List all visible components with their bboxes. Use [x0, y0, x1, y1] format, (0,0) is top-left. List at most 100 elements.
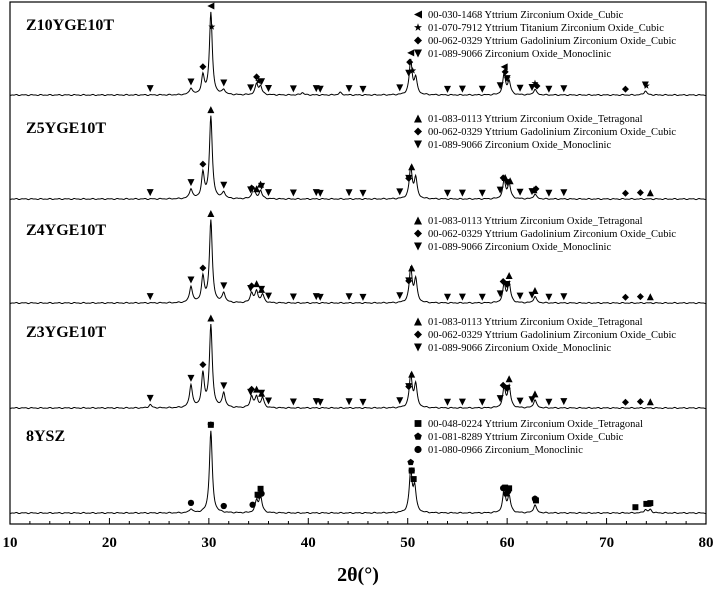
peak-marker-triangle-down [187, 78, 195, 86]
peak-marker-triangle-down [345, 189, 353, 197]
peak-marker-triangle-down [289, 189, 297, 197]
peak-marker-star [409, 66, 417, 74]
peak-marker-diamond [621, 398, 629, 406]
legend-marker-triangle-up [414, 216, 422, 225]
peak-marker-triangle-down [503, 384, 511, 392]
panel-label: Z5YGE10T [26, 120, 106, 137]
peak-marker-triangle-down [220, 79, 228, 87]
peak-marker-diamond [501, 68, 509, 76]
xrd-pattern-line [9, 323, 707, 410]
panel-4: 8YSZ 00-048-0224 Yttrium Zirconium Oxide_… [9, 419, 707, 515]
peak-marker-circle [408, 467, 415, 474]
peak-marker-triangle-down [187, 276, 195, 284]
panel-1: Z5YGE10T 01-083-0113 Yttrium Zirconium Ox… [9, 106, 707, 201]
peak-marker-star [531, 79, 539, 87]
legend-marker-diamond [414, 36, 422, 45]
legend-entry: 01-080-0966 Zirconium_Monoclinic [428, 445, 583, 456]
peak-marker-triangle-down [516, 84, 524, 92]
legend-marker-triangle-down [414, 242, 422, 251]
peak-marker-triangle-down [405, 174, 413, 182]
peak-marker-triangle-down [478, 85, 486, 93]
legend-entry: 00-062-0329 Yttrium Gadolinium Zirconium… [428, 229, 676, 240]
panel-label: Z3YGE10T [26, 324, 106, 341]
peak-marker-triangle-down [265, 292, 273, 300]
peak-marker-triangle-down [359, 189, 367, 197]
peak-marker-triangle-down [146, 293, 154, 301]
legend-marker-star [414, 23, 422, 31]
peak-marker-triangle-down [458, 85, 466, 93]
peak-marker-triangle-down [247, 285, 255, 293]
peak-marker-triangle-down [560, 398, 568, 406]
legend-marker-triangle-down [414, 49, 422, 58]
x-tick-label: 50 [400, 535, 415, 551]
legend-entry: 01-081-8289 Yttrium Zirconium Oxide_Cubi… [428, 432, 624, 443]
peak-marker-triangle-down [396, 292, 404, 300]
peak-marker-triangle-up [646, 398, 654, 406]
peak-marker-triangle-down [396, 188, 404, 196]
peak-marker-triangle-down [220, 181, 228, 189]
legend-entry: 01-089-9066 Zirconium Oxide_Monoclinic [428, 140, 611, 151]
peak-marker-triangle-up [408, 163, 416, 171]
legend-entry: 00-048-0224 Yttrium Zirconium Oxide_Tetr… [428, 419, 643, 430]
peak-marker-diamond [199, 160, 207, 168]
peak-marker-triangle-down [478, 189, 486, 197]
peak-marker-triangle-down [146, 394, 154, 402]
peak-marker-triangle-down [316, 293, 324, 301]
panel-0: Z10YGE10T 00-030-1468 Yttrium Zirconium O… [9, 2, 707, 97]
panel-2: Z4YGE10T 01-083-0113 Yttrium Zirconium Ox… [9, 210, 707, 305]
peak-marker-triangle-down [443, 189, 451, 197]
peak-marker-triangle-down [545, 85, 553, 93]
legend-marker-triangle-up [414, 317, 422, 326]
peak-marker-triangle-down [443, 85, 451, 93]
peak-marker-pentagon [407, 458, 415, 466]
peak-marker-triangle-down [247, 186, 255, 194]
peak-marker-triangle-up [207, 106, 215, 114]
peak-marker-triangle-down [478, 398, 486, 406]
plot-frame [9, 1, 707, 525]
legend-marker-diamond [414, 229, 422, 238]
legend-marker-pentagon [414, 432, 422, 440]
peak-marker-diamond [199, 63, 207, 71]
peak-marker-triangle-down [641, 81, 649, 89]
legend-entry: 00-062-0329 Yttrium Gadolinium Zirconium… [428, 330, 676, 341]
peak-marker-diamond [636, 189, 644, 197]
peak-marker-triangle-down [496, 395, 504, 403]
peak-marker-triangle-down [496, 290, 504, 298]
peak-marker-triangle-up [408, 370, 416, 378]
peak-marker-triangle-down [560, 293, 568, 301]
peak-marker-diamond [636, 398, 644, 406]
peak-marker-triangle-down [516, 292, 524, 300]
peak-marker-triangle-up [505, 272, 513, 280]
legend-marker-triangle-left [414, 10, 422, 19]
x-tick-label: 70 [599, 535, 614, 551]
legend-entry: 01-083-0113 Yttrium Zirconium Oxide_Tetr… [428, 216, 643, 227]
peak-marker-triangle-down [545, 293, 553, 301]
peak-marker-triangle-down [345, 293, 353, 301]
panel-label: 8YSZ [26, 428, 65, 445]
x-axis: 10 20 30 40 50 60 70 80 [3, 518, 714, 551]
legend-marker-triangle-up [414, 114, 422, 123]
peak-marker-triangle-up [253, 185, 261, 193]
x-tick-label: 10 [3, 535, 18, 551]
x-axis-label: 2θ(°) [337, 564, 379, 586]
x-tick-label: 20 [102, 535, 117, 551]
peak-marker-star [208, 23, 216, 30]
peak-marker-triangle-down [528, 291, 536, 299]
peak-marker-diamond [406, 58, 414, 66]
peak-marker-diamond [621, 189, 629, 197]
peak-marker-diamond [199, 264, 207, 272]
peak-marker-triangle-up [253, 385, 261, 393]
peak-marker-triangle-down [458, 189, 466, 197]
peak-marker-triangle-down [146, 85, 154, 93]
peak-marker-triangle-up [253, 280, 261, 288]
peak-marker-triangle-down [146, 189, 154, 197]
peak-marker-triangle-down [359, 85, 367, 93]
peak-marker-triangle-down [316, 189, 324, 197]
peak-marker-triangle-up [646, 189, 654, 197]
peak-marker-triangle-down [560, 189, 568, 197]
peak-marker-circle [504, 488, 512, 495]
peak-marker-triangle-down [503, 75, 511, 83]
peak-marker-triangle-down [345, 398, 353, 406]
peak-marker-circle [220, 502, 227, 510]
